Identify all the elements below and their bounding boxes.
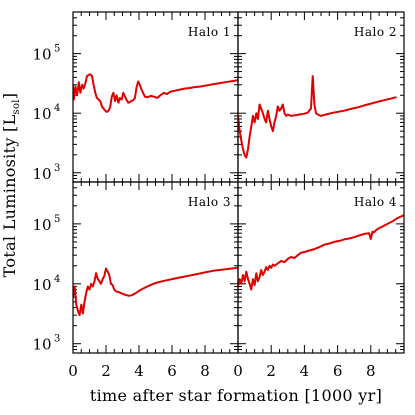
panel-3: Halo 310 310 410 50 2 4 6 8 <box>32 181 239 380</box>
x-tick-label: 4 <box>134 362 144 380</box>
y-tick-exponent: 5 <box>54 214 60 225</box>
y-tick-exponent: 4 <box>54 274 60 285</box>
x-tick-label: 6 <box>333 362 343 380</box>
x-tick-label: 2 <box>266 362 276 380</box>
y-tick-label: 10 <box>32 216 51 234</box>
y-tick-exponent: 5 <box>54 44 60 55</box>
y-tick-label: 10 <box>32 336 51 354</box>
x-tick-label: 6 <box>167 362 177 380</box>
x-tick-label: 8 <box>366 362 376 380</box>
panel-label: Halo 1 <box>188 25 231 39</box>
y-tick-label: 10 <box>32 105 51 123</box>
y-tick-label: 10 <box>32 276 51 294</box>
panel-2: Halo 2 <box>237 11 405 183</box>
x-tick-label: 0 <box>233 362 243 380</box>
panel-label: Halo 4 <box>354 195 397 209</box>
x-tick-label: 8 <box>200 362 210 380</box>
y-tick-label: 10 <box>32 165 51 183</box>
series-line-halo-3 <box>73 266 238 317</box>
panel-4: Halo 4 0 2 4 6 8 <box>233 181 405 380</box>
panel-frame <box>237 181 405 354</box>
x-axis-label: time after star formation [1000 yr] <box>90 386 382 405</box>
panel-label: Halo 2 <box>354 25 397 39</box>
y-tick-exponent: 3 <box>54 334 60 345</box>
x-tick-label: 0 <box>68 362 78 380</box>
y-axis-label: Total Luminosity [Lsol] <box>0 93 22 278</box>
series-line-halo-2 <box>238 75 397 159</box>
x-tick-label: 4 <box>300 362 310 380</box>
y-tick-exponent: 4 <box>54 103 60 114</box>
y-tick-label: 10 <box>32 46 51 64</box>
x-tick-label: 2 <box>101 362 111 380</box>
series-line-halo-4 <box>238 214 404 291</box>
y-tick-exponent: 3 <box>54 163 60 174</box>
panel-label: Halo 3 <box>188 195 231 209</box>
series-line-halo-1 <box>73 73 238 113</box>
